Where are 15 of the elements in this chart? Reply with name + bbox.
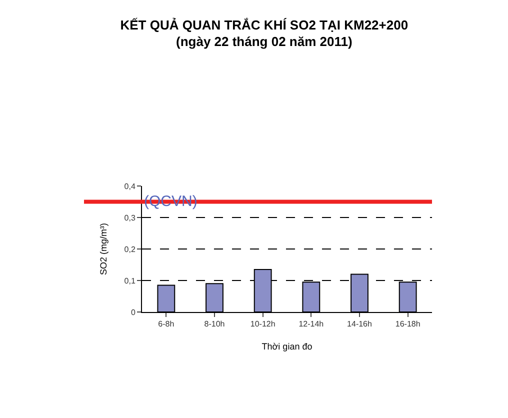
y-tick-label: 0,4 — [124, 182, 136, 191]
x-tick-label: 8-10h — [204, 320, 225, 329]
ref-line-label: (QCVN) — [144, 193, 198, 210]
x-axis-title: Thời gian đo — [262, 341, 312, 352]
y-tick-label: 0,1 — [124, 276, 136, 286]
x-tick-label: 16-18h — [395, 320, 420, 329]
y-tick-label: 0,2 — [124, 244, 136, 254]
x-tick-label: 6-8h — [158, 320, 174, 329]
chart-title: KẾT QUẢ QUAN TRẮC KHÍ SO2 TẠI KM22+200 (ngày 22 tháng 02 năm 2011) — [120, 17, 408, 50]
y-tick-label: 0,3 — [124, 213, 136, 222]
y-tick-label: 0 — [130, 308, 136, 317]
x-tick-label: 10-12h — [250, 320, 276, 329]
y-axis-title: SO2 (mg/m³) — [98, 222, 109, 276]
x-tick-label: 12-14h — [298, 320, 324, 329]
x-tick-label: 14-16h — [347, 320, 372, 329]
